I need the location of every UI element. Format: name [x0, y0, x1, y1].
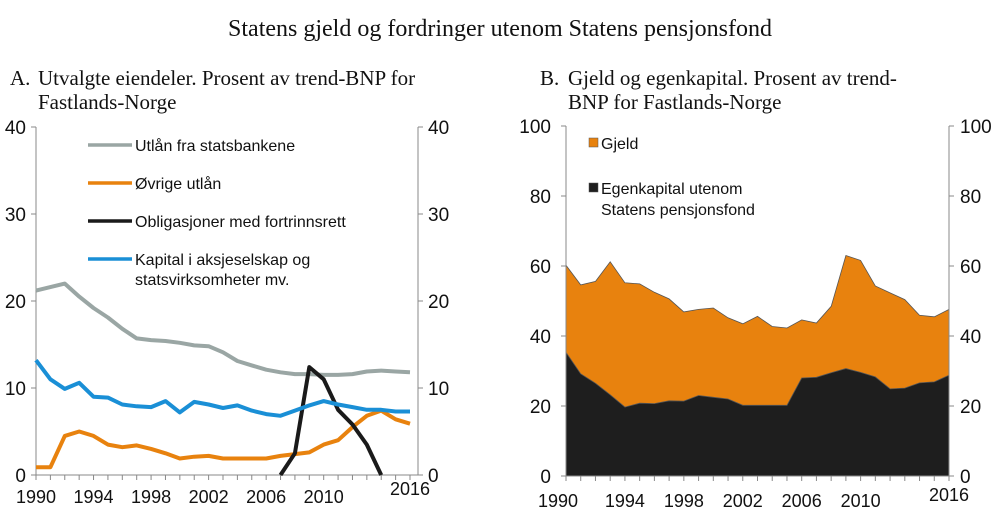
panel-a-x-tick-label: 1994 — [74, 487, 114, 507]
panel-a-right-tick-label: 0 — [428, 466, 439, 487]
panel-a-left-tick-label: 20 — [5, 292, 26, 313]
panel-a-title-line-2: Fastlands-Norge — [38, 90, 177, 114]
figure-title: Statens gjeld og fordringer utenom State… — [228, 16, 772, 42]
panel-a-right-tick-label: 20 — [428, 292, 449, 313]
panel-a-right-tick-label: 10 — [428, 379, 449, 400]
panel-b-legend-swatch-1 — [588, 137, 599, 148]
panel-a-title: A. Utvalgte eiendeler. Prosent av trend-… — [10, 66, 450, 116]
panel-a-left-tick-label: 10 — [5, 379, 26, 400]
panel-a-left-tick-label: 40 — [5, 118, 26, 139]
panel-b-right-tick-label: 40 — [960, 327, 981, 348]
panel-a-legend-label: Øvrige utlån — [135, 175, 221, 193]
panel-b-x-tick-label: 2002 — [723, 491, 763, 511]
panel-a-series-line-2 — [278, 365, 384, 477]
panel-a-series-line-0 — [35, 281, 411, 377]
panel-b-right-tick-label: 100 — [960, 117, 992, 138]
panel-a-legend-label: statsvirksomheter mv. — [135, 272, 289, 289]
panel-b-left-tick-label: 40 — [530, 327, 551, 348]
panel-a-legend-label: Utlån fra statsbankene — [135, 137, 295, 155]
panel-b-x-tick-label: 1998 — [664, 491, 704, 511]
panel-b-left-tick-label: 0 — [540, 467, 551, 488]
panel-b-x-tick-label: 2006 — [782, 491, 822, 511]
panel-b-legend-label: Egenkapital utenom — [601, 181, 742, 198]
panel-a-left-tick-label: 30 — [5, 205, 26, 226]
panel-a-x-tick-label: 2006 — [246, 487, 286, 507]
panel-b-title-line-1: Gjeld og egenkapital. Prosent av trend- — [568, 66, 897, 90]
panel-b-chart: 0 0 20 20 40 40 60 60 80 80 100 100 1990 1994 1998 2002… — [519, 117, 991, 511]
panel-a-legend-label: Obligasjoner med fortrinnsrett — [135, 214, 346, 231]
panel-b-title-text: Gjeld og egenkapital. Prosent av trend- … — [568, 66, 897, 114]
panel-b-legend-label: Statens pensjonsfond — [601, 202, 755, 219]
panel-b-legend-swatch-0 — [588, 182, 599, 193]
panel-a-x-tick-label: 1998 — [131, 487, 171, 507]
panel-a-series-line-3 — [34, 358, 410, 418]
panel-b-right-tick-label: 20 — [960, 397, 981, 418]
panel-a-x-tick-label: 2010 — [304, 487, 344, 507]
panel-a-title-text: Utvalgte eiendeler. Prosent av trend-BNP… — [38, 66, 415, 114]
panel-b-right-tick-label: 0 — [960, 467, 971, 488]
panel-a-right-tick-label: 30 — [428, 205, 449, 226]
panel-b-left-tick-label: 80 — [530, 187, 551, 208]
panel-a-right-tick-label: 40 — [428, 118, 449, 139]
panel-b-title: B. Gjeld og egenkapital. Prosent av tren… — [540, 66, 980, 116]
panel-b-right-tick-label: 80 — [960, 187, 981, 208]
panel-a-x-tick-label: 2002 — [189, 487, 229, 507]
panel-b-x-tick-label: 1990 — [538, 491, 578, 511]
panel-a-title-line-1: Utvalgte eiendeler. Prosent av trend-BNP… — [38, 66, 416, 90]
panel-b-label: B. — [540, 66, 560, 90]
panel-b-left-tick-label: 60 — [530, 257, 551, 278]
panel-b-left-tick-label: 100 — [519, 117, 551, 138]
panel-b-x-tick-label: 2010 — [841, 491, 881, 511]
panel-a-x-tick-label: 2016 — [390, 479, 430, 499]
panel-a-label: A. — [10, 66, 31, 90]
panel-b-right-tick-label: 60 — [960, 257, 981, 278]
panel-b-area-1 — [565, 254, 950, 408]
panel-b-x-tick-label: 2016 — [929, 485, 969, 505]
panel-a-x-tick-label: 1990 — [16, 487, 56, 507]
panel-a-legend-label: Kapital i aksjeselskap og — [135, 252, 310, 269]
panel-b-legend-label: Gjeld — [601, 136, 638, 153]
panel-a-left-tick-label: 0 — [15, 466, 26, 487]
panel-b-title-line-2: BNP for Fastlands-Norge — [568, 90, 782, 114]
panel-a-chart: 0 0 10 10 20 20 30 30 40 40 1990 1994 1998 2002 2006 20… — [5, 118, 449, 507]
panel-b-area-0 — [566, 352, 949, 476]
panel-b-x-tick-label: 1994 — [605, 491, 645, 511]
panel-a-series-line-1 — [36, 408, 411, 470]
panel-b-left-tick-label: 20 — [530, 397, 551, 418]
